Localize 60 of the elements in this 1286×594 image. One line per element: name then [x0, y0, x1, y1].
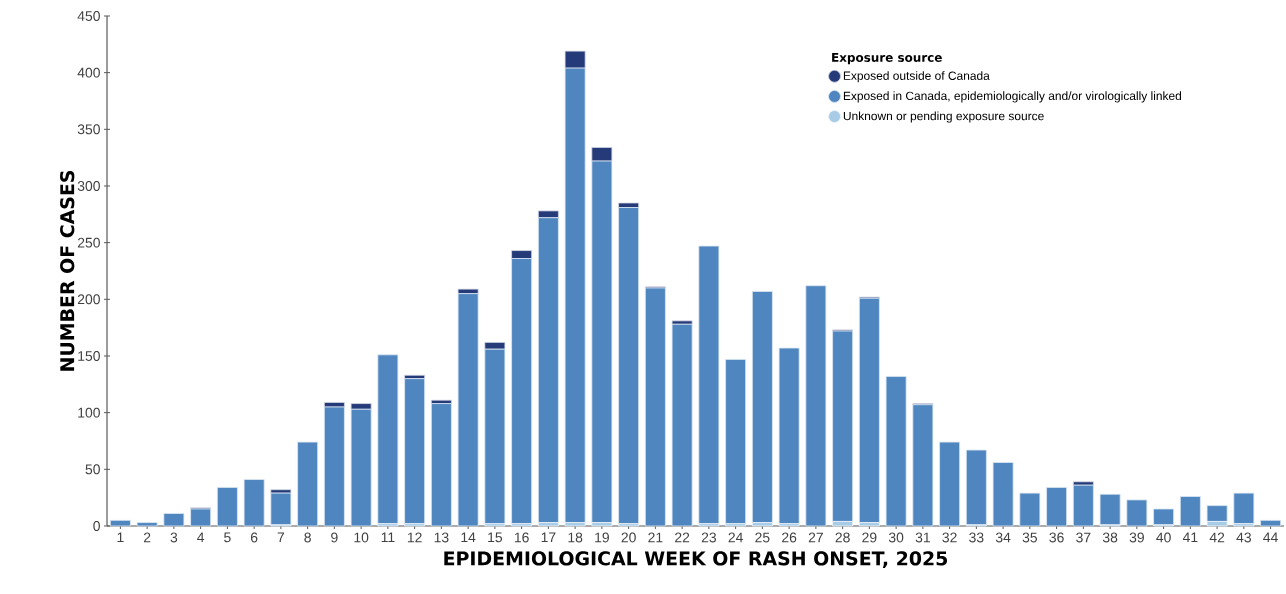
x-tick-label: 39: [1129, 532, 1144, 543]
x-tick-label: 37: [1076, 532, 1091, 543]
x-tick-label: 24: [728, 532, 743, 543]
x-tick-label: 43: [1236, 532, 1251, 543]
legend-label: Unknown or pending exposure source: [843, 111, 1044, 123]
x-tick-label: 23: [701, 532, 716, 543]
x-tick-label: 28: [835, 532, 850, 543]
y-tick-label: 200: [77, 294, 100, 305]
y-tick-label: 0: [93, 521, 100, 531]
x-tick-label: 17: [541, 532, 556, 543]
legend-title: Exposure source: [832, 53, 942, 65]
x-tick-label: 5: [224, 532, 231, 543]
x-tick-label: 15: [488, 532, 503, 543]
x-tick-label: 13: [434, 532, 449, 543]
y-tick-label: 450: [77, 11, 100, 21]
x-tick-label: 22: [675, 532, 690, 543]
x-tick-label: 30: [888, 532, 904, 543]
x-tick-label: 4: [197, 532, 205, 543]
x-tick-label: 36: [1049, 532, 1064, 543]
x-tick-label: 27: [808, 532, 823, 543]
y-tick-label: 250: [77, 237, 100, 248]
y-tick-label: 350: [77, 124, 100, 135]
y-tick-label: 100: [78, 407, 100, 418]
y-tick-label: 50: [85, 464, 100, 475]
x-tick-label: 32: [942, 532, 957, 543]
x-tick-label: 40: [1156, 532, 1171, 543]
x-tick-label: 11: [381, 532, 395, 543]
x-tick-label: 33: [969, 532, 984, 543]
x-tick-label: 16: [514, 532, 529, 543]
y-tick-label: 300: [77, 181, 100, 191]
x-tick-label: 44: [1263, 532, 1278, 543]
x-tick-label: 1: [117, 532, 124, 543]
x-tick-label: 9: [331, 532, 338, 543]
x-axis-title: EPIDEMIOLOGICAL WEEK OF RASH ONSET, 2025: [444, 551, 948, 568]
x-tick-label: 18: [568, 532, 583, 543]
x-tick-label: 3: [170, 532, 178, 543]
x-tick-label: 25: [755, 532, 770, 543]
x-tick-label: 29: [862, 532, 877, 543]
x-tick-label: 8: [304, 532, 311, 543]
x-tick-label: 26: [782, 532, 797, 543]
x-tick-label: 21: [648, 532, 663, 543]
x-tick-label: 12: [407, 532, 422, 543]
x-tick-label: 7: [277, 532, 285, 543]
x-tick-label: 2: [143, 532, 151, 543]
x-tick-label: 38: [1102, 532, 1118, 543]
y-tick-label: 400: [77, 67, 100, 78]
x-tick-label: 20: [621, 532, 636, 543]
x-tick-label: 35: [1022, 532, 1038, 543]
legend-label: Exposed outside of Canada: [843, 71, 990, 83]
x-tick-label: 41: [1182, 532, 1198, 543]
x-tick-label: 10: [354, 532, 369, 543]
x-tick-label: 19: [595, 532, 609, 543]
y-axis-title: NUMBER OF CASES: [60, 170, 75, 371]
legend-label: Exposed in Canada, epidemiologically and/or virologically linked: [843, 91, 1182, 103]
x-tick-label: 34: [995, 532, 1011, 543]
x-tick-label: 14: [461, 532, 476, 543]
y-tick-label: 150: [78, 351, 100, 361]
x-tick-label: 31: [915, 532, 930, 543]
x-tick-label: 6: [250, 532, 258, 543]
x-tick-label: 42: [1209, 532, 1225, 543]
